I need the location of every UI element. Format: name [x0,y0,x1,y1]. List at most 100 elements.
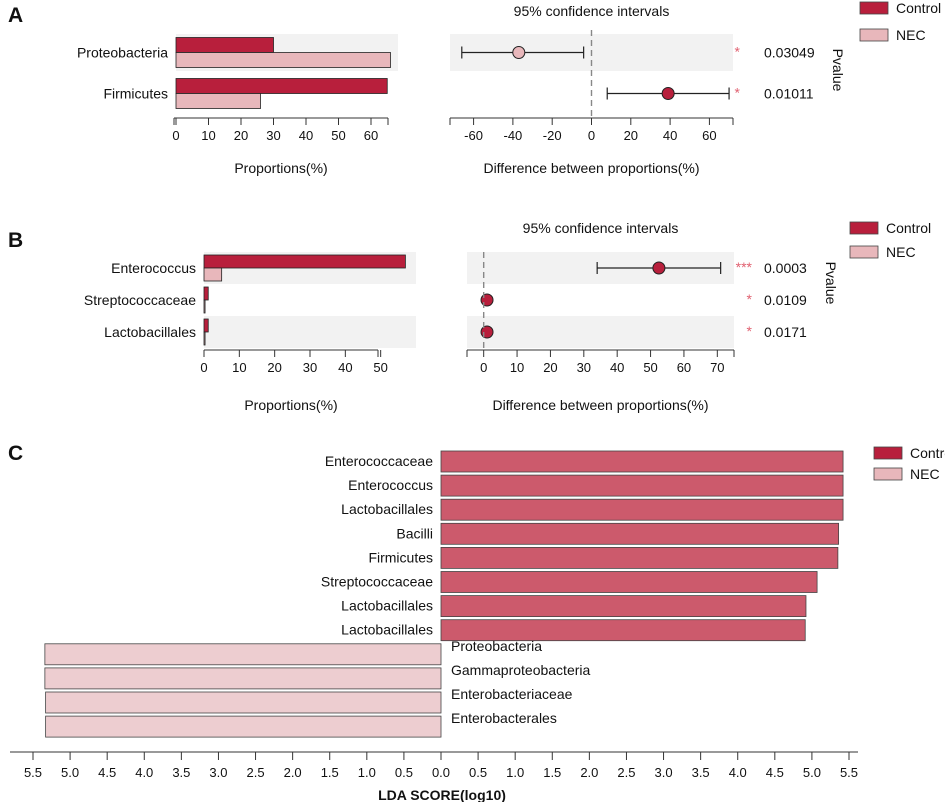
legend-swatch-nec [873,467,903,481]
panel-c-x-tick-label: 3.0 [209,765,227,780]
panel-a-bar-x-tick-label: 40 [299,128,313,143]
panel-a-bar-nec [175,93,261,109]
panel-c-x-tick-label: 5.5 [840,765,858,780]
panel-a-ci-x-tick-label: 40 [663,128,677,143]
panel-a-ci-x-tick-label: -60 [464,128,483,143]
panel-a-ci-x-tick-label: -20 [543,128,562,143]
panel-c-lda-bar-control [440,595,807,617]
panel-b-category-label: Streptococcaceae [84,292,196,308]
legend-swatch-nec [849,245,879,259]
panel-b-significance-stars: * [747,291,753,307]
panel-c-letter: C [8,442,23,465]
panel-c-lda-bar-control [440,522,840,545]
panel-c-x-tick-label: 5.0 [803,765,821,780]
panel-b-category-label: Enterococcus [111,260,196,276]
panel-c-x-tick-label: 5.0 [61,765,79,780]
panel-c-x-tick-label: 3.0 [655,765,673,780]
panel-b-bar-nec [203,267,223,282]
panel-c-x-tick-label: 1.5 [321,765,339,780]
panel-c-x-tick-label: 4.5 [766,765,784,780]
panel-a-letter: A [8,4,23,27]
panel-c-category-label: Firmicutes [368,549,433,565]
panel-a-category-label: Firmicutes [103,86,168,102]
panel-a-ci-x-tick-label: 20 [624,128,638,143]
panel-c-lda-bar-nec [44,667,442,690]
panel-b-title: 95% confidence intervals [523,220,679,236]
legend-swatch-nec [859,28,889,42]
legend-label-control: Control [896,0,941,16]
panel-c-category-label: Gammaproteobacteria [451,662,591,678]
panel-c-x-tick-label: 2.5 [247,765,265,780]
panel-b-ci-x-title: Difference between proportions(%) [492,397,708,413]
panel-b-pvalue: 0.0003 [764,260,807,276]
panel-c-x-tick-label: 2.5 [617,765,635,780]
panel-a-bar-x-tick-label: 30 [266,128,280,143]
panel-b-bar-nec [203,331,206,346]
panel-c-x-tick-label: 4.5 [98,765,116,780]
panel-c-category-label: Bacilli [396,525,433,541]
panel-b-ci-x-tick-label: 40 [610,360,624,375]
panel-a-ci-x-tick-label: -40 [503,128,522,143]
panel-c-x-tick-label: 4.0 [135,765,153,780]
panel-b-bar-x-tick-label: 30 [303,360,317,375]
panel-c-x-tick-label: 1.5 [543,765,561,780]
panel-a-ci-x-tick-label: 60 [702,128,716,143]
panel-a-bar-x-tick-label: 10 [201,128,215,143]
panel-c-lda-bar-nec [45,691,442,714]
panel-a-pvalue: 0.01011 [764,86,814,102]
panel-b-bar-control [203,254,406,269]
panel-a-bar-control [175,37,274,53]
panel-b-row-band [204,316,416,348]
panel-c-category-label: Enterobacterales [451,710,557,726]
panel-b-bar-control [203,318,209,333]
panel-b-category-label: Lactobacillales [104,324,196,340]
panel-b-bar-control [203,286,209,301]
panel-a-bar-x-tick-label: 20 [234,128,248,143]
panel-c-x-tick-label: 0.5 [469,765,487,780]
panel-a-significance-stars: * [735,44,741,60]
panel-a-bar-nec [175,52,391,68]
panel-b-ci-x-tick-label: 10 [510,360,524,375]
panel-b-significance-stars: *** [736,259,753,275]
panel-c-x-tick-label: 0.0 [432,765,450,780]
panel-b-ci-x-tick-label: 50 [643,360,657,375]
panel-c-category-label: Enterococcaceae [325,453,433,469]
panel-a-pvalue: 0.03049 [764,45,815,61]
panel-b-pvalue: 0.0109 [764,292,807,308]
panel-c-category-label: Proteobacteria [451,638,542,654]
panel-a-pvalue-axis-label: Pvalue [830,49,846,92]
panel-b-ci-point [480,325,494,339]
panel-c-x-tick-label: 4.0 [729,765,747,780]
panel-c-lda-bar-control [440,474,844,497]
panel-b-bar-x-tick-label: 50 [373,360,387,375]
panel-c-lda-bar-control [440,619,806,642]
panel-c-x-title: LDA SCORE(log10) [378,787,506,802]
panel-b-bar-x-tick-label: 0 [200,360,207,375]
panel-b-letter: B [8,229,23,252]
panel-b-significance-stars: * [747,323,753,339]
panel-a-ci-point [512,46,526,59]
panel-c-category-label: Lactobacillales [341,598,433,614]
legend-label-nec: NEC [896,27,926,43]
panel-a-ci-x-title: Difference between proportions(%) [483,160,699,176]
panel-c-x-tick-label: 3.5 [172,765,190,780]
panel-c-x-tick-label: 0.5 [395,765,413,780]
panel-c-lda-bar-control [440,547,839,569]
panel-c-category-label: Lactobacillales [341,622,433,638]
panel-c-x-tick-label: 2.0 [580,765,598,780]
panel-c-lda-bar-control [440,498,844,521]
panel-a-bar-x-title: Proportions(%) [234,160,327,176]
panel-b-pvalue-axis-label: Pvalue [823,262,839,305]
legend-label-nec: NEC [886,244,916,260]
panel-b-ci-x-tick-label: 20 [543,360,557,375]
panel-a-bar-x-tick-label: 50 [331,128,345,143]
panel-b-ci-x-tick-label: 70 [710,360,724,375]
panel-c-lda-bar-control [440,571,818,593]
panel-a-ci-point [661,87,675,100]
panel-a-bar-x-tick-label: 0 [172,128,179,143]
panel-b-bar-x-tick-label: 20 [267,360,281,375]
panel-b-ci-band [467,316,734,348]
panel-b-bar-x-tick-label: 10 [232,360,246,375]
panel-c-x-tick-label: 3.5 [692,765,710,780]
legend-swatch-control [859,1,889,15]
